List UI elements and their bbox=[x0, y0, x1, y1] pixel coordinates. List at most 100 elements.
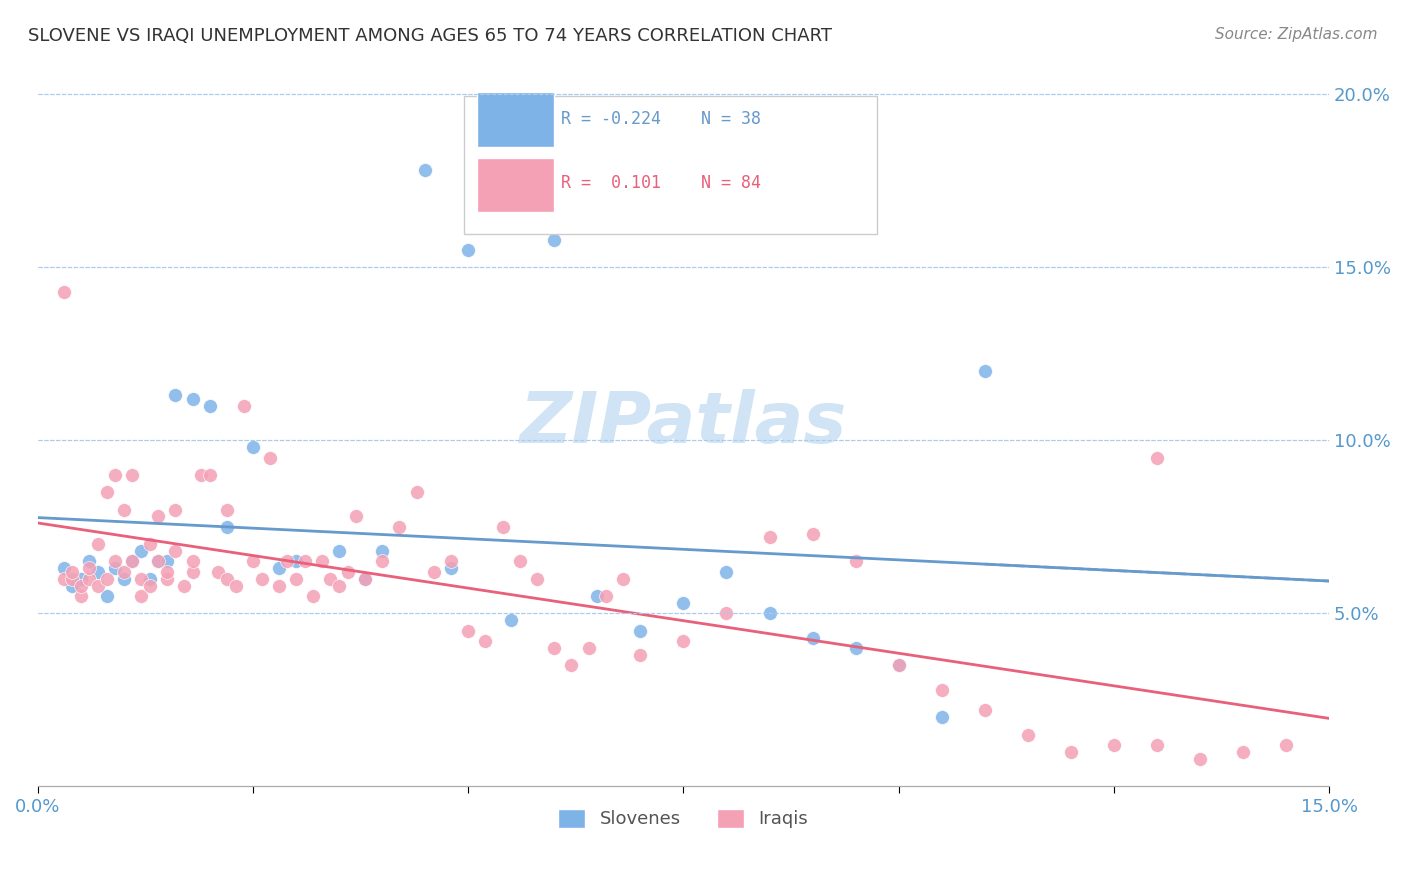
Point bbox=[457, 624, 479, 638]
Point bbox=[405, 485, 427, 500]
Point bbox=[165, 544, 187, 558]
Point bbox=[79, 554, 101, 568]
Point bbox=[259, 450, 281, 465]
Point bbox=[79, 572, 101, 586]
Point bbox=[138, 579, 160, 593]
Point bbox=[129, 572, 152, 586]
Point bbox=[344, 509, 367, 524]
Point bbox=[60, 572, 83, 586]
Point bbox=[801, 631, 824, 645]
Point bbox=[242, 554, 264, 568]
Point bbox=[112, 572, 135, 586]
Point bbox=[87, 537, 110, 551]
Point bbox=[121, 554, 143, 568]
Point bbox=[190, 467, 212, 482]
Point bbox=[887, 658, 910, 673]
Point bbox=[217, 520, 239, 534]
Point bbox=[371, 554, 394, 568]
Point bbox=[148, 509, 170, 524]
Point bbox=[328, 579, 350, 593]
Point bbox=[509, 554, 531, 568]
Point bbox=[1017, 727, 1039, 741]
Point bbox=[845, 640, 868, 655]
Point bbox=[112, 502, 135, 516]
Point bbox=[156, 572, 179, 586]
Point bbox=[96, 485, 118, 500]
Point bbox=[457, 243, 479, 257]
Point bbox=[156, 554, 179, 568]
Point bbox=[801, 526, 824, 541]
Text: SLOVENE VS IRAQI UNEMPLOYMENT AMONG AGES 65 TO 74 YEARS CORRELATION CHART: SLOVENE VS IRAQI UNEMPLOYMENT AMONG AGES… bbox=[28, 27, 832, 45]
Point bbox=[156, 565, 179, 579]
Point bbox=[104, 554, 127, 568]
Point bbox=[181, 392, 204, 406]
Point bbox=[112, 565, 135, 579]
Point bbox=[388, 520, 411, 534]
FancyBboxPatch shape bbox=[464, 96, 877, 234]
Point bbox=[973, 703, 995, 717]
Point bbox=[931, 710, 953, 724]
Point bbox=[501, 613, 523, 627]
Point bbox=[148, 554, 170, 568]
Point bbox=[225, 579, 247, 593]
Point bbox=[758, 607, 780, 621]
Point bbox=[336, 565, 359, 579]
Point bbox=[79, 561, 101, 575]
Point bbox=[716, 607, 738, 621]
Point bbox=[87, 579, 110, 593]
Text: Source: ZipAtlas.com: Source: ZipAtlas.com bbox=[1215, 27, 1378, 42]
Point bbox=[138, 572, 160, 586]
Point bbox=[181, 554, 204, 568]
Point bbox=[165, 388, 187, 402]
Point bbox=[887, 658, 910, 673]
Point bbox=[165, 502, 187, 516]
Point bbox=[96, 589, 118, 603]
Point bbox=[931, 682, 953, 697]
Point bbox=[250, 572, 273, 586]
Point bbox=[129, 589, 152, 603]
Point bbox=[1188, 752, 1211, 766]
Text: ZIPatlas: ZIPatlas bbox=[520, 389, 846, 458]
Point bbox=[973, 364, 995, 378]
Point bbox=[413, 163, 436, 178]
Point bbox=[1146, 738, 1168, 752]
Point bbox=[543, 640, 565, 655]
Point bbox=[267, 579, 290, 593]
Point bbox=[285, 554, 308, 568]
Point bbox=[267, 561, 290, 575]
Point bbox=[491, 520, 513, 534]
Point bbox=[543, 233, 565, 247]
Point bbox=[52, 561, 75, 575]
Point bbox=[353, 572, 375, 586]
Point bbox=[845, 554, 868, 568]
Point bbox=[440, 561, 463, 575]
Point bbox=[104, 467, 127, 482]
Point bbox=[52, 285, 75, 299]
Point bbox=[148, 554, 170, 568]
Point bbox=[104, 561, 127, 575]
Point bbox=[672, 596, 695, 610]
Point bbox=[96, 572, 118, 586]
Point bbox=[1060, 745, 1083, 759]
Point bbox=[138, 537, 160, 551]
Point bbox=[672, 634, 695, 648]
Point bbox=[87, 565, 110, 579]
Point bbox=[371, 544, 394, 558]
Point bbox=[586, 589, 609, 603]
Point bbox=[121, 467, 143, 482]
Legend: Slovenes, Iraqis: Slovenes, Iraqis bbox=[551, 802, 815, 836]
Point bbox=[526, 572, 548, 586]
Point bbox=[628, 648, 651, 662]
Point bbox=[1232, 745, 1254, 759]
Point bbox=[578, 640, 600, 655]
Point bbox=[285, 572, 308, 586]
Point bbox=[328, 544, 350, 558]
Point bbox=[276, 554, 298, 568]
Point bbox=[52, 572, 75, 586]
Point bbox=[560, 658, 582, 673]
Point bbox=[294, 554, 316, 568]
Point bbox=[121, 554, 143, 568]
Point bbox=[612, 572, 634, 586]
Point bbox=[207, 565, 229, 579]
Point bbox=[716, 565, 738, 579]
